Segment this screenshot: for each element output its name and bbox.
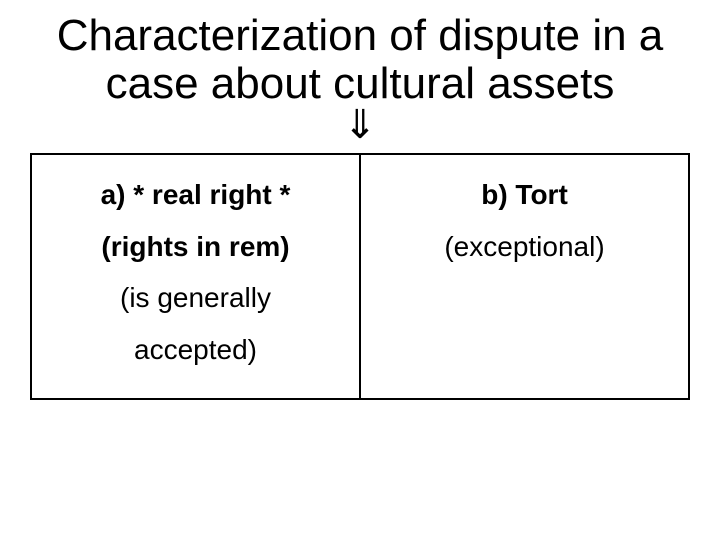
table-row: a) * real right * (rights in rem) (is ge…: [31, 154, 689, 399]
comparison-table: a) * real right * (rights in rem) (is ge…: [30, 153, 690, 400]
down-arrow-icon: ⇓: [24, 105, 696, 145]
slide-title: Characterization of dispute in a case ab…: [24, 12, 696, 109]
left-line1: (rights in rem): [42, 221, 349, 273]
left-heading: a) * real right *: [42, 169, 349, 221]
right-line1: (exceptional): [371, 221, 678, 273]
left-line2: (is generally: [42, 272, 349, 324]
right-heading: b) Tort: [371, 169, 678, 221]
cell-left: a) * real right * (rights in rem) (is ge…: [31, 154, 360, 399]
left-line3: accepted): [42, 324, 349, 376]
slide: Characterization of dispute in a case ab…: [0, 0, 720, 540]
cell-right: b) Tort (exceptional): [360, 154, 689, 399]
